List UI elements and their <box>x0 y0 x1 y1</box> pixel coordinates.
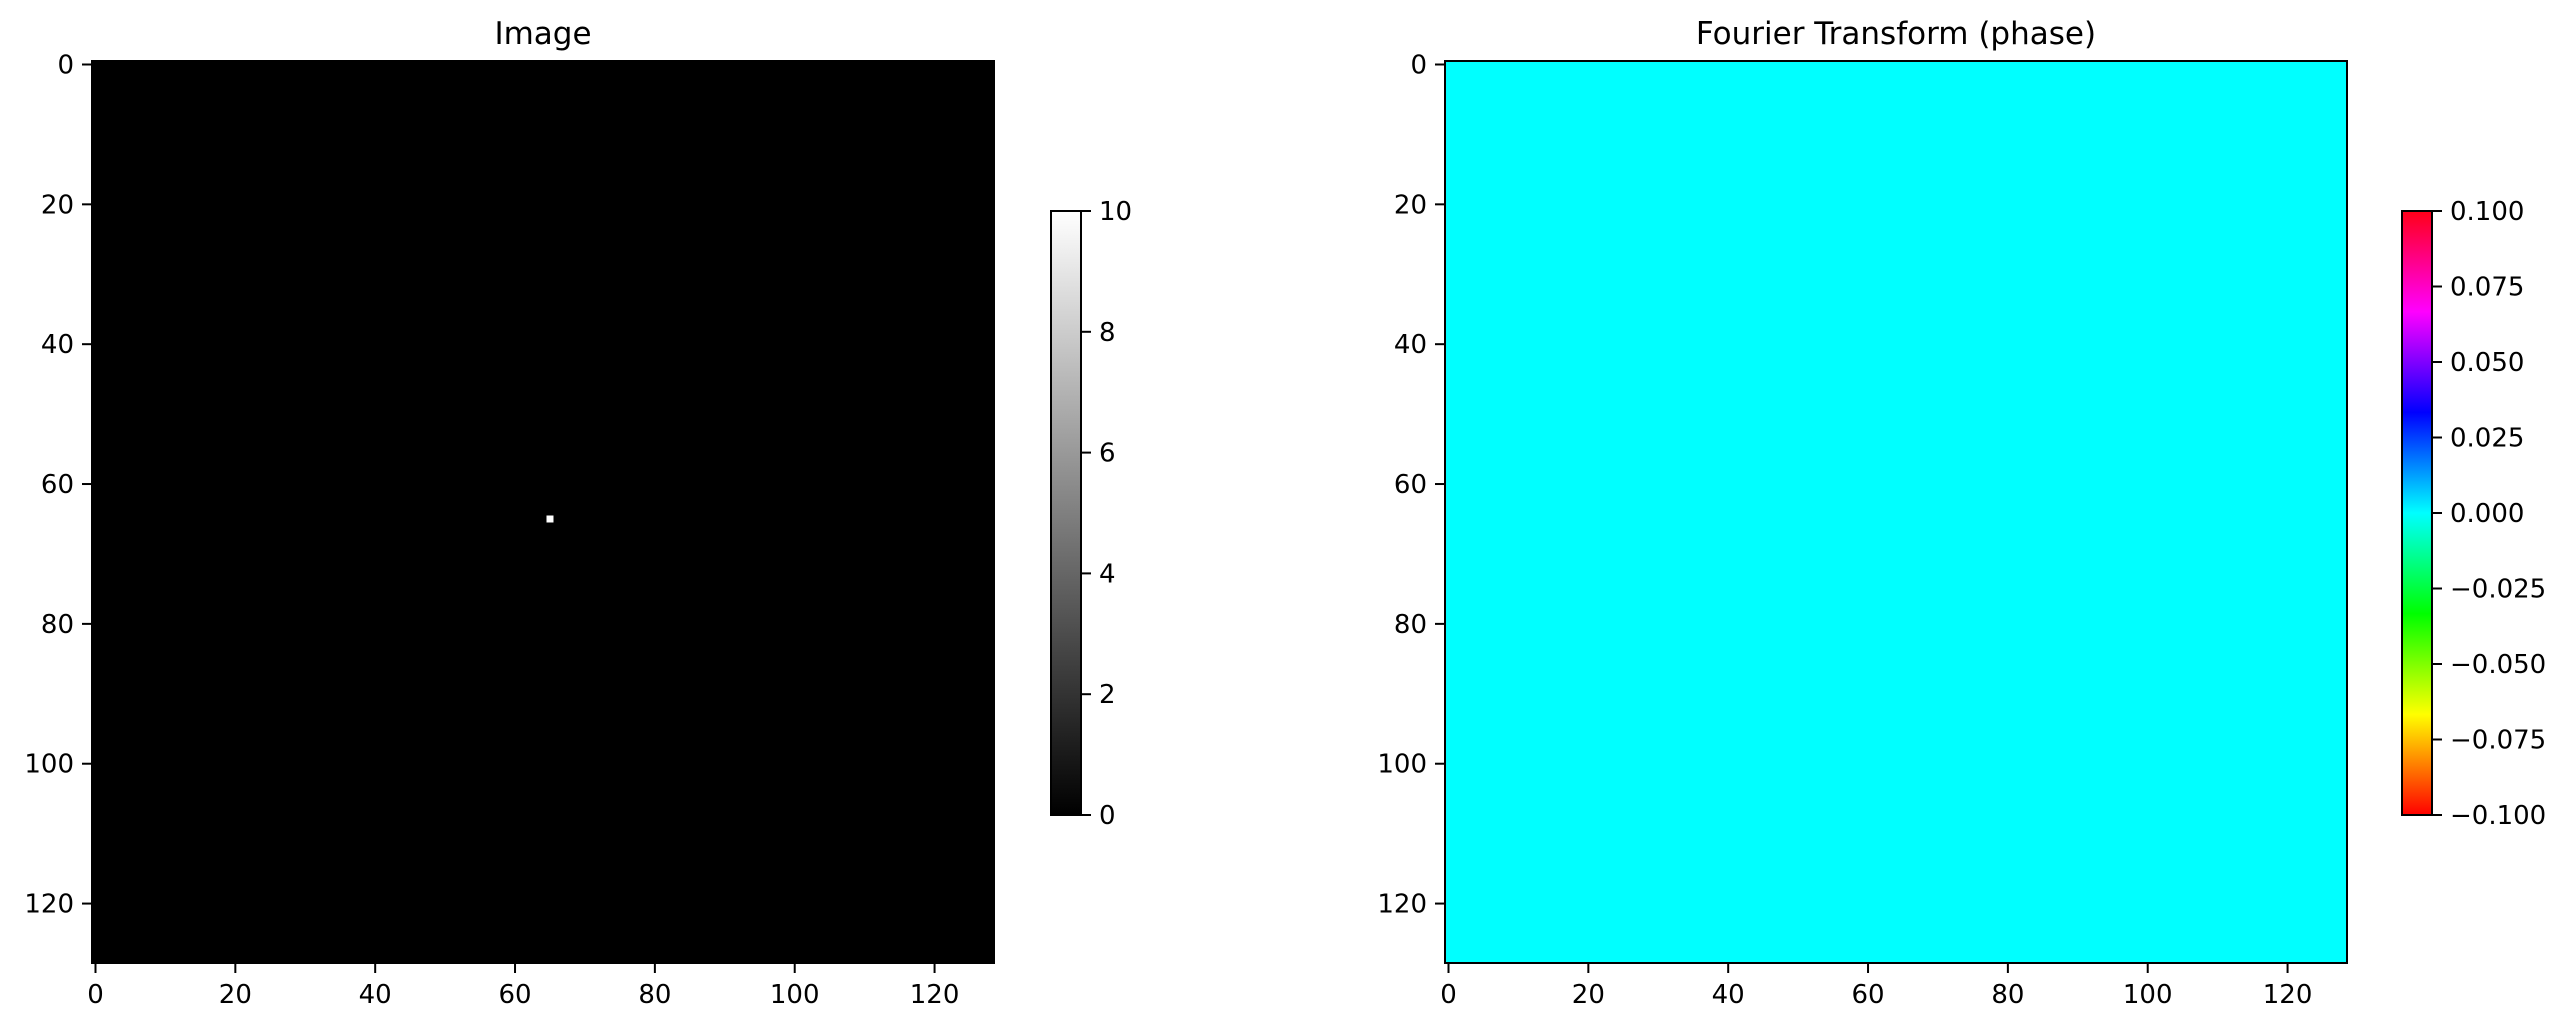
image-colorbar-ticks: 0 2 4 6 8 10 <box>1081 197 1132 831</box>
image-axes-frame <box>91 60 995 964</box>
image-y-tick-label: 80 <box>41 610 74 640</box>
phase-colorbar: −0.100 −0.075 −0.050 −0.025 0.000 0.025 0.050 0… <box>2401 197 2546 831</box>
image-y-axis: 0 20 40 60 80 100 120 <box>24 50 92 920</box>
phase-x-tick-label: 0 <box>1440 980 1457 1010</box>
phase-colorbar-tick-label: 0.000 <box>2450 499 2524 529</box>
phase-y-tick-label: 0 <box>1410 50 1427 80</box>
phase-y-tick-label: 100 <box>1377 750 1427 780</box>
phase-y-tick-label: 60 <box>1394 470 1427 500</box>
image-colorbar-tick-label: 10 <box>1099 197 1132 227</box>
phase-colorbar-tick-label: 0.075 <box>2450 273 2524 303</box>
phase-y-tick-label: 80 <box>1394 610 1427 640</box>
image-colorbar-tick-label: 8 <box>1099 318 1116 348</box>
image-x-tick-label: 40 <box>359 980 392 1010</box>
image-heatmap-background <box>92 61 994 963</box>
image-colorbar-tick-label: 6 <box>1099 439 1116 469</box>
phase-panel-title: Fourier Transform (phase) <box>1696 16 2096 52</box>
image-y-tick-label: 40 <box>41 330 74 360</box>
image-colorbar-gradient <box>1051 211 1081 815</box>
phase-colorbar-gradient <box>2402 211 2432 815</box>
image-heatmap-pixel <box>546 515 554 523</box>
image-x-tick-label: 0 <box>87 980 104 1010</box>
image-heatmap <box>92 61 994 963</box>
phase-colorbar-tick-label: 0.025 <box>2450 424 2524 454</box>
phase-panel: Fourier Transform (phase) 0 20 40 60 80 100 12… <box>1377 16 2348 1010</box>
phase-heatmap-background <box>1445 61 2347 963</box>
phase-colorbar-tick-label: 0.100 <box>2450 197 2524 227</box>
image-x-axis: 0 20 40 60 80 100 120 <box>87 963 959 1010</box>
phase-y-tick-label: 120 <box>1377 890 1427 920</box>
image-x-tick-label: 80 <box>638 980 671 1010</box>
phase-y-tick-label: 20 <box>1394 190 1427 220</box>
phase-x-tick-label: 40 <box>1712 980 1745 1010</box>
image-y-tick-label: 120 <box>24 890 74 920</box>
phase-x-tick-label: 20 <box>1572 980 1605 1010</box>
image-y-tick-label: 100 <box>24 750 74 780</box>
phase-x-tick-label: 80 <box>1991 980 2024 1010</box>
image-x-tick-label: 100 <box>770 980 820 1010</box>
phase-y-tick-label: 40 <box>1394 330 1427 360</box>
image-panel-title: Image <box>494 16 591 52</box>
image-colorbar-frame <box>1050 210 1082 816</box>
phase-x-axis: 0 20 40 60 80 100 120 <box>1440 963 2312 1010</box>
phase-colorbar-ticks: −0.100 −0.075 −0.050 −0.025 0.000 0.025 0.050 0… <box>2432 197 2546 831</box>
image-x-tick-label: 20 <box>219 980 252 1010</box>
phase-x-tick-label: 100 <box>2123 980 2173 1010</box>
image-colorbar: 0 2 4 6 8 10 <box>1050 197 1132 831</box>
phase-colorbar-tick-label: −0.025 <box>2450 575 2546 605</box>
phase-x-tick-label: 60 <box>1851 980 1884 1010</box>
phase-colorbar-tick-label: −0.050 <box>2450 650 2546 680</box>
phase-colorbar-tick-label: −0.100 <box>2450 801 2546 831</box>
phase-y-axis: 0 20 40 60 80 100 120 <box>1377 50 1445 920</box>
phase-colorbar-tick-label: 0.050 <box>2450 348 2524 378</box>
phase-axes-frame <box>1444 60 2348 964</box>
image-x-tick-label: 60 <box>498 980 531 1010</box>
image-colorbar-tick-label: 2 <box>1099 680 1116 710</box>
image-panel: Image 0 20 40 60 80 100 120 0 20 40 60 80 100 120 <box>24 16 995 1010</box>
image-y-tick-label: 20 <box>41 190 74 220</box>
phase-heatmap <box>1445 61 2347 963</box>
image-y-tick-label: 0 <box>57 50 74 80</box>
image-x-tick-label: 120 <box>910 980 960 1010</box>
phase-colorbar-tick-label: −0.075 <box>2450 726 2546 756</box>
image-colorbar-tick-label: 0 <box>1099 801 1116 831</box>
image-y-tick-label: 60 <box>41 470 74 500</box>
phase-x-tick-label: 120 <box>2263 980 2313 1010</box>
image-colorbar-tick-label: 4 <box>1099 559 1116 589</box>
